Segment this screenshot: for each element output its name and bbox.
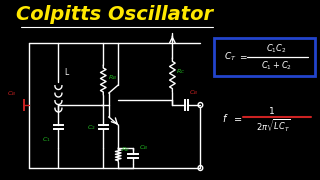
Text: $2\pi\sqrt{LC_T}$: $2\pi\sqrt{LC_T}$	[256, 118, 291, 134]
Text: $C_B$: $C_B$	[189, 88, 198, 97]
Text: $f$: $f$	[222, 112, 228, 124]
Text: $=$: $=$	[232, 113, 243, 123]
Text: $C_T$: $C_T$	[224, 51, 236, 63]
FancyBboxPatch shape	[214, 38, 315, 76]
Text: $C_B$: $C_B$	[139, 144, 148, 152]
Text: Colpitts Oscillator: Colpitts Oscillator	[16, 4, 213, 24]
Text: $R_C$: $R_C$	[176, 68, 186, 76]
Text: $C_1+C_2$: $C_1+C_2$	[260, 60, 292, 72]
Text: $C_2$: $C_2$	[87, 123, 96, 132]
Text: $R_B$: $R_B$	[108, 74, 117, 82]
Text: $C_B$: $C_B$	[7, 89, 16, 98]
Text: $C_1 C_2$: $C_1 C_2$	[266, 43, 286, 55]
Text: L: L	[64, 68, 68, 76]
Text: $C_1$: $C_1$	[42, 136, 51, 144]
Text: $1$: $1$	[268, 105, 275, 116]
Text: $R_E$: $R_E$	[121, 146, 130, 154]
Text: $=$: $=$	[238, 53, 248, 62]
